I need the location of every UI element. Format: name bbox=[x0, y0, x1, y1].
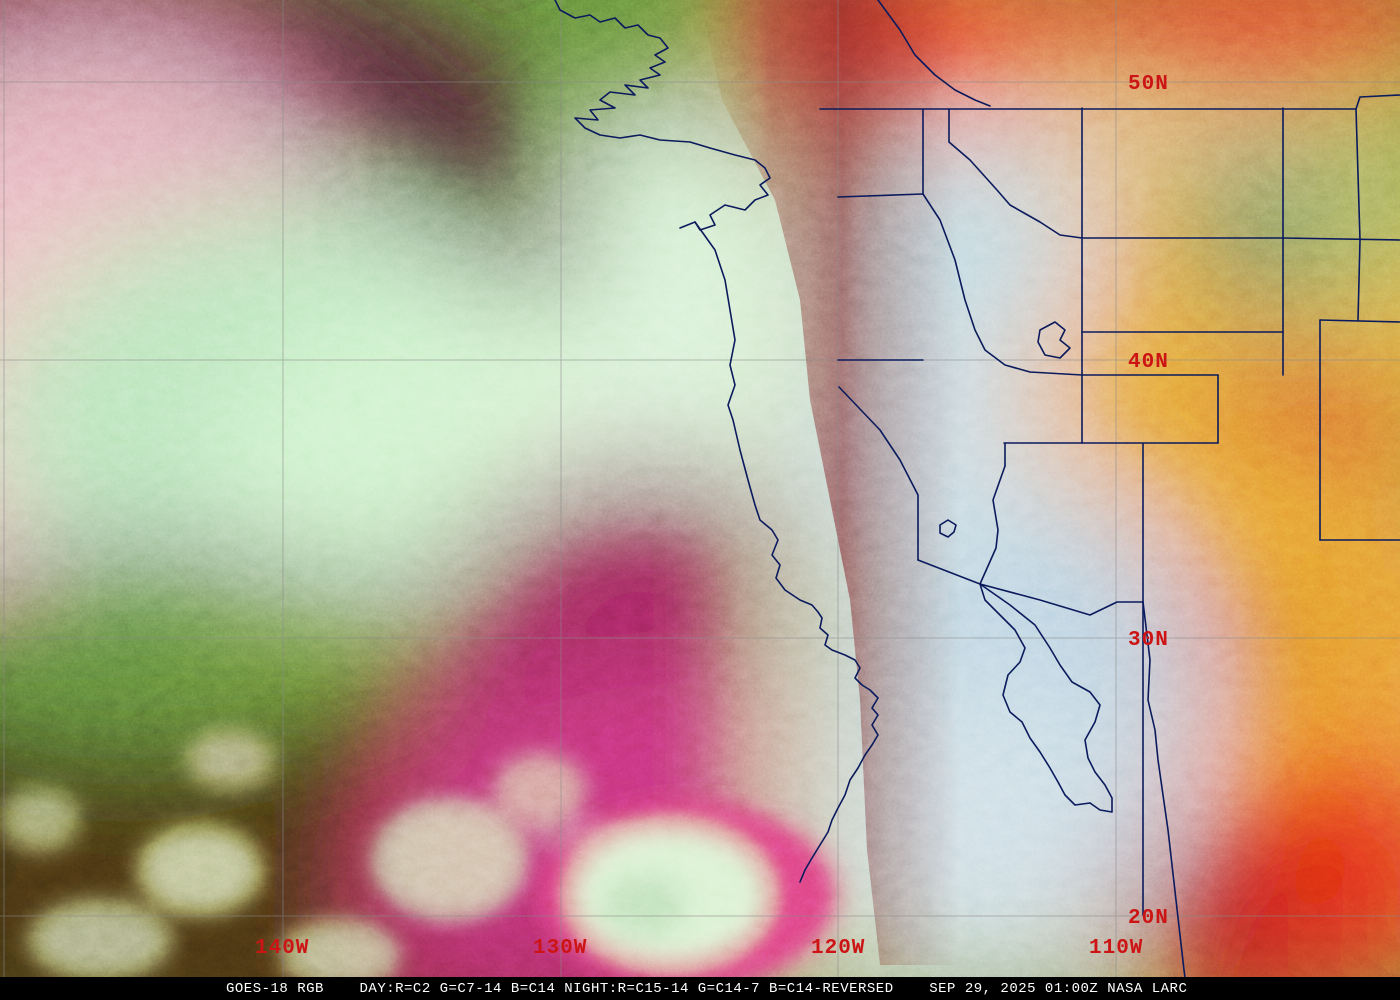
svg-text:140W: 140W bbox=[255, 937, 309, 960]
svg-text:20N: 20N bbox=[1128, 907, 1169, 930]
svg-text:110W: 110W bbox=[1089, 937, 1143, 960]
svg-text:120W: 120W bbox=[811, 937, 865, 960]
svg-text:130W: 130W bbox=[533, 937, 587, 960]
svg-text:50N: 50N bbox=[1128, 73, 1169, 96]
svg-text:30N: 30N bbox=[1128, 629, 1169, 652]
svg-text:40N: 40N bbox=[1128, 351, 1169, 374]
